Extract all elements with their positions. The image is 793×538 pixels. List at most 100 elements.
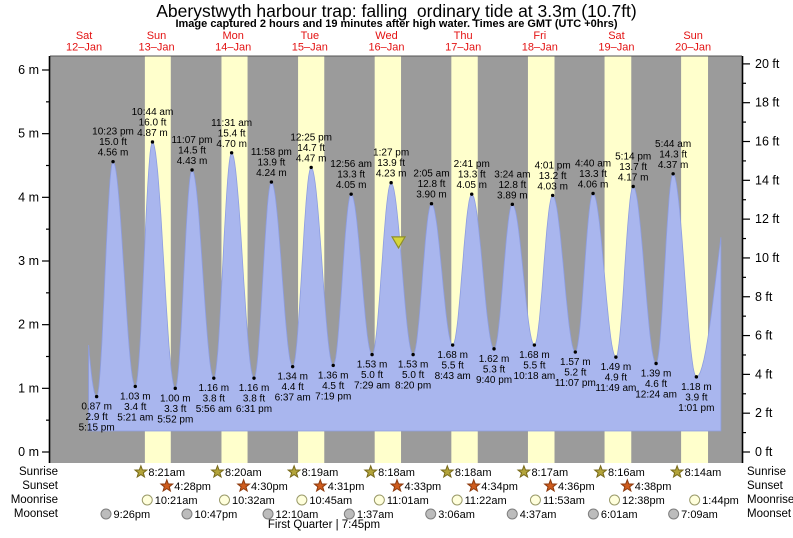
row-label-moonrise-right: Moonrise [747, 494, 793, 506]
high-tide-label: 13.9 ft [257, 158, 285, 169]
low-tide-point [411, 352, 415, 357]
high-tide-label: 2:05 am [413, 169, 449, 180]
low-tide-label: 5.5 ft [442, 361, 464, 372]
moonset-icon [668, 508, 680, 520]
low-tide-label: 8:43 am [435, 371, 471, 382]
sunrise-time: 8:18am [455, 467, 492, 479]
sunrise-icon [133, 464, 149, 479]
moonset-icon [262, 508, 274, 520]
sunrise-icon [593, 464, 608, 479]
sunrise-icon [516, 464, 532, 479]
moonset-icon [506, 508, 518, 520]
low-tide-label: 1.16 m [239, 383, 270, 394]
moonset-time: 6:01am [601, 509, 638, 521]
sunrise-icon [210, 464, 225, 479]
high-tide-point [229, 151, 234, 155]
low-tide-label: 5.5 ft [523, 361, 545, 372]
day-date-label: 19–Jan [598, 42, 634, 54]
high-tide-label: 2:41 pm [454, 159, 490, 170]
high-tide-label: 13.2 ft [539, 171, 567, 182]
moonrise-time: 10:32am [232, 495, 275, 507]
left-axis-tick-label: 2 m [18, 318, 39, 332]
moonrise-time: 10:21am [155, 495, 198, 507]
high-tide-label: 4.23 m [376, 169, 407, 180]
high-tide-label: 13.3 ft [458, 170, 486, 181]
moonrise-icon [296, 494, 308, 506]
moonset-icon [425, 508, 437, 520]
high-tide-label: 15.4 ft [218, 128, 246, 139]
right-axis-tick-label: 2 ft [755, 406, 773, 420]
row-label-sunset-right: Sunset [747, 480, 783, 492]
low-tide-point [573, 350, 578, 354]
page-subtitle: Image captured 2 hours and 19 minutes af… [175, 18, 618, 30]
high-tide-label: 5:44 am [655, 139, 691, 150]
day-date-label: 13–Jan [138, 42, 174, 54]
low-tide-point [492, 347, 496, 351]
high-tide-label: 4:40 am [575, 159, 611, 170]
low-tide-label: 5:56 am [196, 404, 232, 415]
high-tide-label: 4.87 m [137, 128, 168, 139]
high-tide-label: 14.7 ft [297, 143, 325, 154]
high-tide-label: 14.3 ft [659, 149, 687, 160]
moonrise-time: 1:44pm [702, 495, 739, 507]
low-tide-label: 1.18 m [681, 382, 712, 393]
low-tide-label: 11:49 am [595, 383, 636, 394]
low-tide-label: 5:21 am [117, 412, 153, 423]
low-tide-point [94, 394, 99, 399]
day-name-label: Sun [147, 30, 167, 42]
high-tide-label: 11:07 pm [172, 135, 213, 146]
sunset-time: 4:38pm [635, 481, 672, 493]
row-label-moonset-right: Moonset [747, 508, 792, 520]
day-name-label: Sat [76, 30, 93, 42]
high-tide-label: 11:58 pm [251, 147, 292, 158]
moon-phase-note: First Quarter | 7:45pm [267, 519, 381, 531]
high-tide-label: 12:56 am [330, 159, 372, 170]
left-axis-tick-label: 0 m [18, 445, 39, 459]
right-axis-tick-label: 20 ft [755, 57, 780, 71]
low-tide-label: 1.53 m [357, 360, 388, 371]
low-tide-label: 5:15 pm [79, 423, 115, 434]
high-tide-label: 15.0 ft [99, 137, 127, 148]
high-tide-label: 13.7 ft [619, 162, 647, 173]
sunset-time: 4:33pm [405, 481, 442, 493]
high-tide-point [631, 184, 635, 189]
day-name-label: Thu [454, 30, 473, 42]
high-tide-point [429, 201, 434, 206]
low-tide-label: 10:18 am [514, 371, 556, 382]
high-tide-point [671, 172, 675, 176]
low-tide-label: 4.6 ft [645, 379, 667, 390]
low-tide-point [694, 375, 699, 379]
low-tide-label: 9:40 pm [476, 375, 512, 386]
sunset-icon [389, 478, 405, 493]
sunrise-time: 8:20am [225, 467, 262, 479]
low-tide-label: 1.00 m [160, 393, 191, 404]
low-tide-label: 5.0 ft [402, 370, 424, 381]
sunrise-time: 8:19am [302, 467, 339, 479]
high-tide-label: 4.17 m [618, 173, 649, 184]
high-tide-point [309, 165, 313, 170]
high-tide-point [591, 191, 595, 196]
moonset-time: 1:37am [357, 509, 394, 521]
high-tide-label: 4.06 m [578, 180, 609, 191]
row-label-moonset-left: Moonset [13, 508, 58, 520]
day-date-label: 15–Jan [292, 42, 328, 54]
high-tide-label: 13.9 ft [377, 158, 405, 169]
low-tide-label: 2.9 ft [86, 412, 108, 423]
high-tide-label: 10:44 am [132, 107, 174, 118]
left-axis-tick-label: 5 m [18, 127, 39, 141]
high-tide-label: 13.3 ft [337, 170, 365, 181]
low-tide-label: 11:07 pm [555, 378, 596, 389]
high-tide-label: 4.24 m [256, 168, 287, 179]
sunset-time: 4:28pm [174, 481, 211, 493]
moonrise-icon [451, 494, 463, 506]
moonset-time: 3:06am [438, 509, 475, 521]
sunset-time: 4:36pm [558, 481, 595, 493]
low-tide-label: 5.0 ft [361, 370, 383, 381]
moonrise-time: 11:22am [465, 495, 507, 507]
low-tide-label: 7:19 pm [315, 391, 351, 402]
left-axis-tick-label: 1 m [18, 381, 39, 395]
low-tide-label: 3.8 ft [243, 394, 265, 405]
sunrise-icon [440, 464, 455, 479]
left-axis-tick-label: 4 m [18, 190, 39, 204]
high-tide-label: 14.5 ft [178, 145, 206, 156]
